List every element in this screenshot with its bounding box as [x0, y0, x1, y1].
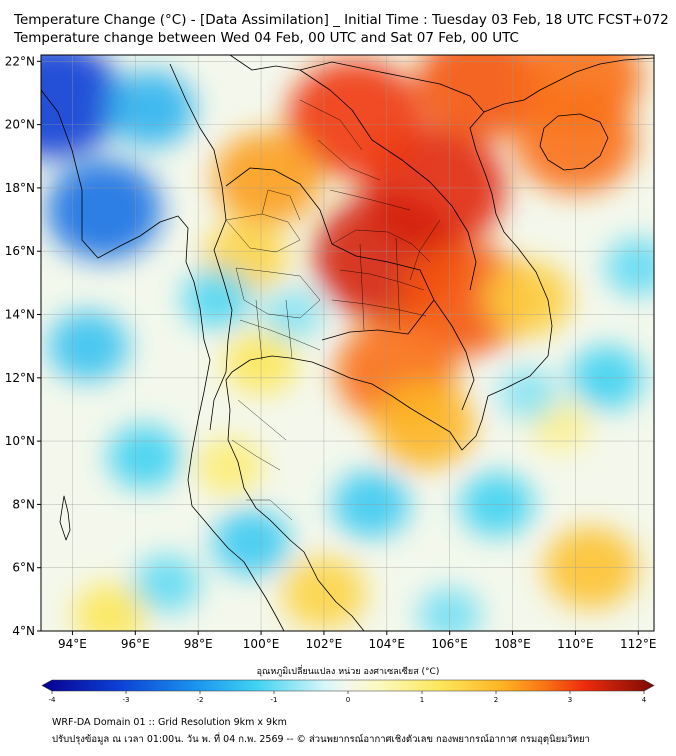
lon-tick-label: 108°E — [494, 637, 531, 651]
credit-line: ปรับปรุงข้อมูล ณ เวลา 01:00น. วัน พ. ที่… — [52, 734, 590, 745]
field-blob — [47, 311, 129, 382]
colorbar-tick-label: 1 — [420, 696, 424, 704]
lat-tick-label: 10°N — [5, 434, 35, 448]
field-blob — [181, 268, 253, 330]
thai-provinces-central — [231, 299, 321, 521]
colorbar-tick-label: -2 — [197, 696, 204, 704]
colorbar-tick-label: 2 — [494, 696, 498, 704]
lat-tick-label: 4°N — [12, 624, 35, 638]
colorbar-title: อุณหภูมิเปลี่ยนแปลง หน่วย องศาเซลเซียส (… — [257, 664, 440, 677]
lon-tick-label: 102°E — [306, 637, 343, 651]
graticule — [41, 55, 654, 631]
thailand-laos-border — [225, 167, 435, 301]
map-subtitle: Temperature change between Wed 04 Feb, 0… — [14, 30, 519, 46]
myanmar-thailand-border — [169, 63, 233, 431]
peninsula-west-coast — [203, 519, 285, 631]
thai-provinces-northeast — [331, 229, 431, 331]
myanmar-coastline — [41, 89, 211, 521]
colorbar-ramp — [41, 679, 655, 692]
lat-tick-label: 8°N — [12, 497, 35, 511]
lon-tick-label: 112°E — [620, 637, 657, 651]
colorbar: อุณหภูมิเปลี่ยนแปลง หน่วย องศาเซลเซียส (… — [41, 664, 655, 704]
field-blob — [133, 554, 201, 613]
colorbar-tick-label: -3 — [123, 696, 130, 704]
lat-tick-label: 22°N — [5, 54, 35, 68]
temperature-field — [41, 55, 654, 631]
lon-tick-label: 96°E — [121, 637, 150, 651]
lat-tick-label: 20°N — [5, 118, 35, 132]
lon-tick-label: 104°E — [369, 637, 406, 651]
field-blob — [107, 70, 195, 147]
vietnam-coastline — [469, 57, 654, 397]
field-blob — [604, 238, 654, 297]
lon-tick-label: 106°E — [431, 637, 468, 651]
colorbar-tick-label: 0 — [346, 696, 350, 704]
colorbar-tick-label: -1 — [271, 696, 278, 704]
laos-vietnam-border — [299, 69, 477, 291]
plot-area — [41, 55, 654, 631]
lat-tick-label: 14°N — [5, 308, 35, 322]
field-blob — [498, 367, 559, 420]
model-info: WRF-DA Domain 01 :: Grid Resolution 9km … — [52, 717, 287, 728]
lat-tick-label: 18°N — [5, 181, 35, 195]
lon-tick-label: 110°E — [557, 637, 594, 651]
lat-tick-label: 6°N — [12, 561, 35, 575]
colorbar-tick-label: -4 — [49, 696, 57, 704]
map-title: Temperature Change (°C) - [Data Assimila… — [14, 12, 669, 28]
lat-tick-label: 16°N — [5, 244, 35, 258]
temperature-change-map: 94°E 96°E 98°E 100°E 102°E 104°E 106°E 108°E 110… — [5, 54, 657, 704]
plot-frame — [40, 54, 655, 632]
lat-tick-label: 12°N — [5, 371, 35, 385]
thai-provinces-north — [225, 189, 321, 319]
field-blob — [416, 55, 546, 140]
laos-provinces — [299, 99, 441, 281]
thailand-cambodia-border — [321, 299, 435, 341]
field-blob — [196, 437, 263, 496]
colorbar-ticks: -4 -3 -2 -1 0 1 2 3 4 — [49, 691, 647, 704]
lon-tick-label: 94°E — [58, 637, 87, 651]
field-blob — [484, 260, 572, 337]
gulf-of-thailand-coast — [225, 371, 365, 631]
field-blob — [287, 59, 424, 178]
field-blob — [213, 131, 322, 226]
lon-tick-label: 100°E — [243, 637, 280, 651]
thai-upper-gulf — [231, 355, 489, 451]
andaman-islands — [59, 495, 71, 541]
cambodia-vietnam-border — [433, 299, 475, 411]
china-border — [229, 55, 485, 113]
field-blob — [46, 160, 162, 261]
axis-ticks: 94°E 96°E 98°E 100°E 102°E 104°E 106°E 108°E 110… — [5, 54, 657, 651]
hainan-island — [539, 113, 609, 171]
field-blob — [213, 508, 291, 576]
field-blob — [107, 424, 182, 489]
field-blob — [73, 583, 147, 631]
colorbar-tick-label: 3 — [568, 696, 572, 704]
coastlines-and-borders — [41, 55, 654, 631]
colorbar-tick-label: 4 — [642, 696, 647, 704]
lon-tick-label: 98°E — [184, 637, 213, 651]
field-blob — [400, 242, 530, 355]
field-blob — [41, 55, 122, 159]
